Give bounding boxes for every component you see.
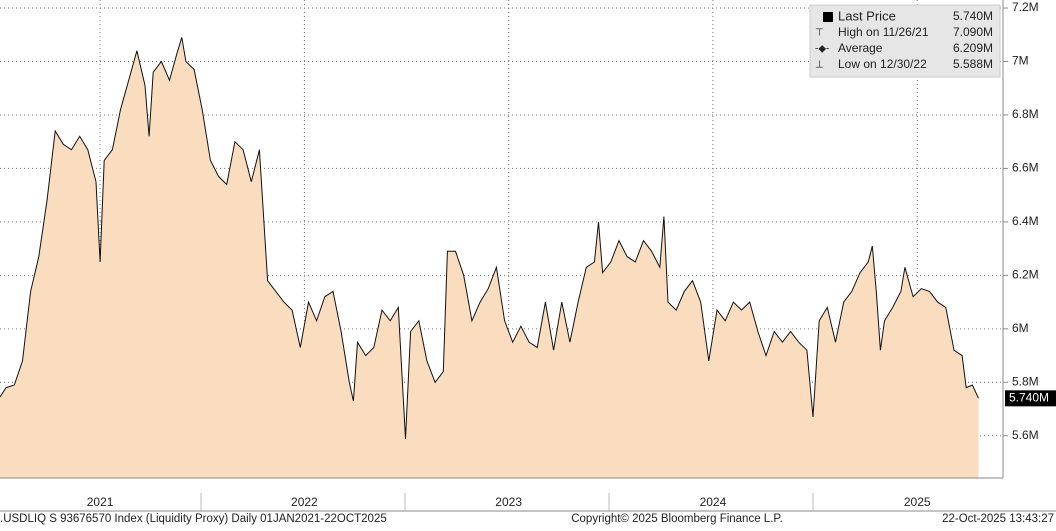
y-tick-label: 5.8M	[1012, 374, 1039, 388]
legend-value: 7.090M	[953, 25, 993, 39]
legend: ⊤ -◆- ⊥	[809, 4, 1001, 78]
plot-area	[0, 0, 1003, 479]
y-tick-label: 6.2M	[1012, 268, 1039, 282]
last-price-label: 5.740M	[1009, 391, 1049, 405]
y-tick-label: 6.6M	[1012, 161, 1039, 175]
x-tick-label: 2023	[495, 495, 522, 509]
legend-swatch	[823, 12, 833, 22]
legend-box	[809, 4, 1001, 78]
y-tick-label: 6.4M	[1012, 214, 1039, 228]
x-tick-label: 2024	[700, 495, 727, 509]
y-tick-label: 7M	[1012, 54, 1029, 68]
legend-label: Last Price	[838, 8, 896, 23]
legend-label: High on 11/26/21	[838, 25, 929, 39]
legend-value: 5.588M	[953, 57, 993, 71]
year-separators	[200, 493, 814, 511]
legend-label: Low on 12/30/22	[838, 57, 927, 71]
footer-right: 22-Oct-2025 13:43:27	[942, 513, 1054, 525]
footer-center: Copyright© 2025 Bloomberg Finance L.P.	[571, 513, 783, 525]
y-tick-label: 6.8M	[1012, 107, 1039, 121]
legend-icon: ⊤	[815, 28, 824, 39]
area	[0, 37, 979, 479]
legend-label: Average	[838, 41, 883, 55]
legend-value: 6.209M	[953, 41, 993, 55]
y-tick-label: 6M	[1012, 321, 1029, 335]
legend-icon: ⊥	[815, 60, 824, 71]
price-line	[0, 37, 979, 440]
legend-icon: -◆-	[815, 44, 829, 55]
y-tick-label: 7.2M	[1012, 0, 1039, 14]
x-tick-label: 2022	[291, 495, 318, 509]
last-price-tag	[1005, 390, 1056, 407]
x-tick-label: 2025	[904, 495, 931, 509]
legend-value: 5.740M	[953, 9, 993, 23]
footer-left: .USDLIQ S 93676570 Index (Liquidity Prox…	[0, 513, 387, 525]
y-tick-label: 5.6M	[1012, 428, 1039, 442]
x-tick-label: 2021	[87, 495, 114, 509]
